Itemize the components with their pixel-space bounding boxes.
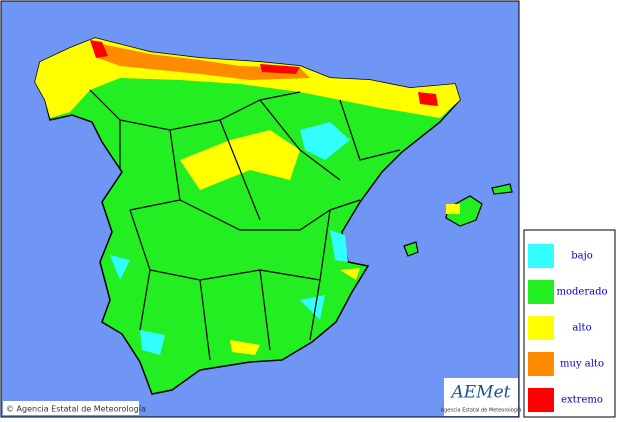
legend-swatch xyxy=(528,316,554,340)
bajo-zone xyxy=(110,122,350,355)
map xyxy=(0,0,520,418)
credit-box xyxy=(3,401,139,415)
muy-alto-zone xyxy=(92,42,310,80)
legend-label: bajo xyxy=(571,251,592,262)
legend-label: extremo xyxy=(561,395,603,406)
province-borders xyxy=(89,89,401,361)
alto-zone-islands xyxy=(446,204,460,214)
legend-label: muy alto xyxy=(560,359,604,370)
logo-subtitle: Agencia Estatal de Meteorología xyxy=(441,407,522,414)
alto-zone-center xyxy=(180,130,360,355)
legend-swatch xyxy=(528,244,554,268)
balearic-islands xyxy=(403,183,513,257)
logo-text: AEMet xyxy=(450,383,511,403)
legend-label: alto xyxy=(572,323,591,334)
credit: © Agencia Estatal de Meteorología xyxy=(6,405,146,414)
logo-box xyxy=(444,378,518,416)
legend-swatch xyxy=(528,352,554,376)
legend-label: moderado xyxy=(557,287,608,298)
logo: AEMet Agencia Estatal de Meteorología xyxy=(441,378,522,416)
legend-swatch xyxy=(528,280,554,304)
legend-swatch xyxy=(528,388,554,412)
